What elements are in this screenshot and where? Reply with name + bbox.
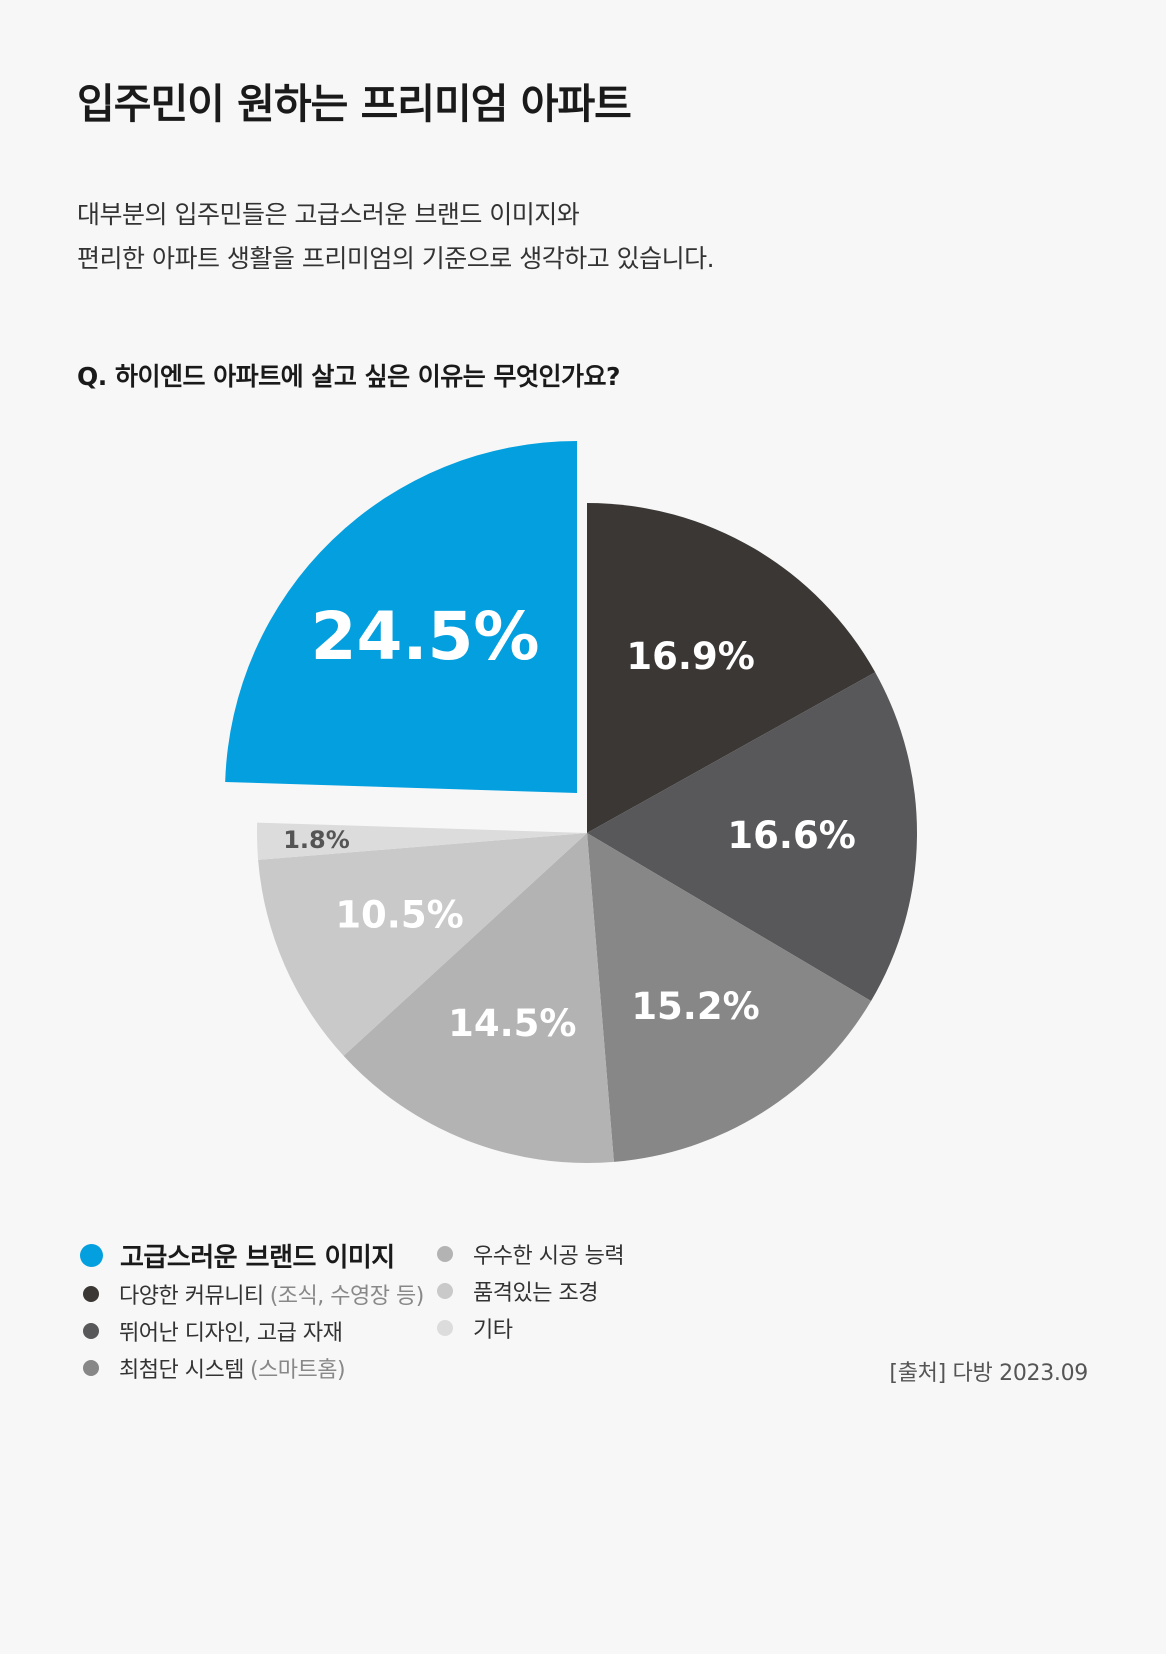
legend-item: 품격있는 조경 (437, 1272, 624, 1309)
legend-swatch (80, 1243, 103, 1267)
pie-value-label: 10.5% (335, 893, 463, 936)
legend-label: 고급스러운 브랜드 이미지 (120, 1242, 395, 1273)
page-title: 입주민이 원하는 프리미엄 아파트 (77, 80, 632, 128)
legend-label: 뛰어난 디자인, 고급 자재 (119, 1320, 343, 1346)
pie-slice (225, 441, 578, 793)
pie-slice (587, 672, 917, 1001)
pie-slice (256, 822, 587, 860)
legend-label: 기타 (473, 1317, 513, 1343)
pie-value-label: 15.2% (631, 985, 759, 1028)
pie-slice (343, 833, 614, 1163)
legend-item: 우수한 시공 능력 (437, 1235, 625, 1272)
legend-column-2: 우수한 시공 능력 품격있는 조경 기타 (437, 1235, 625, 1346)
source-note: [출처] 다방 2023.09 (889, 1361, 1088, 1386)
description: 대부분의 입주민들은 고급스러운 브랜드 이미지와 편리한 아파트 생활을 프리… (77, 193, 1077, 281)
legend-label: 최첨단 시스템 (119, 1357, 244, 1383)
legend-item: 고급스러운 브랜드 이미지 (80, 1235, 424, 1275)
legend-swatch (437, 1282, 453, 1299)
legend-swatch (83, 1285, 99, 1302)
legend-swatch (83, 1322, 99, 1339)
description-line: 대부분의 입주민들은 고급스러운 브랜드 이미지와 (77, 200, 580, 229)
legend-swatch (83, 1359, 99, 1376)
pie-value-label: 24.5% (311, 598, 540, 675)
legend-item: 기타 (437, 1309, 624, 1346)
description-line: 편리한 아파트 생활을 프리미엄의 기준으로 생각하고 있습니다. (77, 244, 715, 273)
legend-swatch (437, 1319, 453, 1336)
legend-note: (조식, 수영장 등) (269, 1283, 425, 1309)
legend-note: (스마트홈) (249, 1357, 346, 1383)
legend-label: 우수한 시공 능력 (473, 1243, 625, 1269)
legend-swatch (437, 1245, 453, 1262)
pie-slice (258, 833, 587, 1056)
legend-column-1: 고급스러운 브랜드 이미지 다양한 커뮤니티 (조식, 수영장 등) 뛰어난 디… (80, 1235, 424, 1386)
survey-question: Q. 하이엔드 아파트에 살고 싶은 이유는 무엇인가요? (77, 362, 620, 391)
legend-item: 최첨단 시스템 (스마트홈) (83, 1349, 424, 1386)
pie-slice (587, 503, 876, 833)
pie-value-label: 1.8% (283, 826, 350, 854)
legend-item: 뛰어난 디자인, 고급 자재 (83, 1312, 424, 1349)
legend-item: 다양한 커뮤니티 (조식, 수영장 등) (83, 1275, 424, 1312)
pie-value-label: 16.9% (626, 635, 754, 678)
pie-slice (587, 833, 872, 1162)
pie-value-label: 14.5% (448, 1002, 576, 1045)
legend-label: 품격있는 조경 (473, 1280, 598, 1306)
pie-value-label: 16.6% (727, 814, 855, 857)
legend-label: 다양한 커뮤니티 (119, 1283, 264, 1309)
